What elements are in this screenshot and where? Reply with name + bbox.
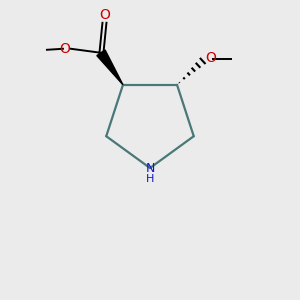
Polygon shape	[97, 50, 123, 85]
Text: O: O	[59, 42, 70, 56]
Text: O: O	[206, 51, 217, 65]
Text: N: N	[145, 161, 155, 175]
Text: O: O	[100, 8, 110, 22]
Text: H: H	[146, 174, 154, 184]
